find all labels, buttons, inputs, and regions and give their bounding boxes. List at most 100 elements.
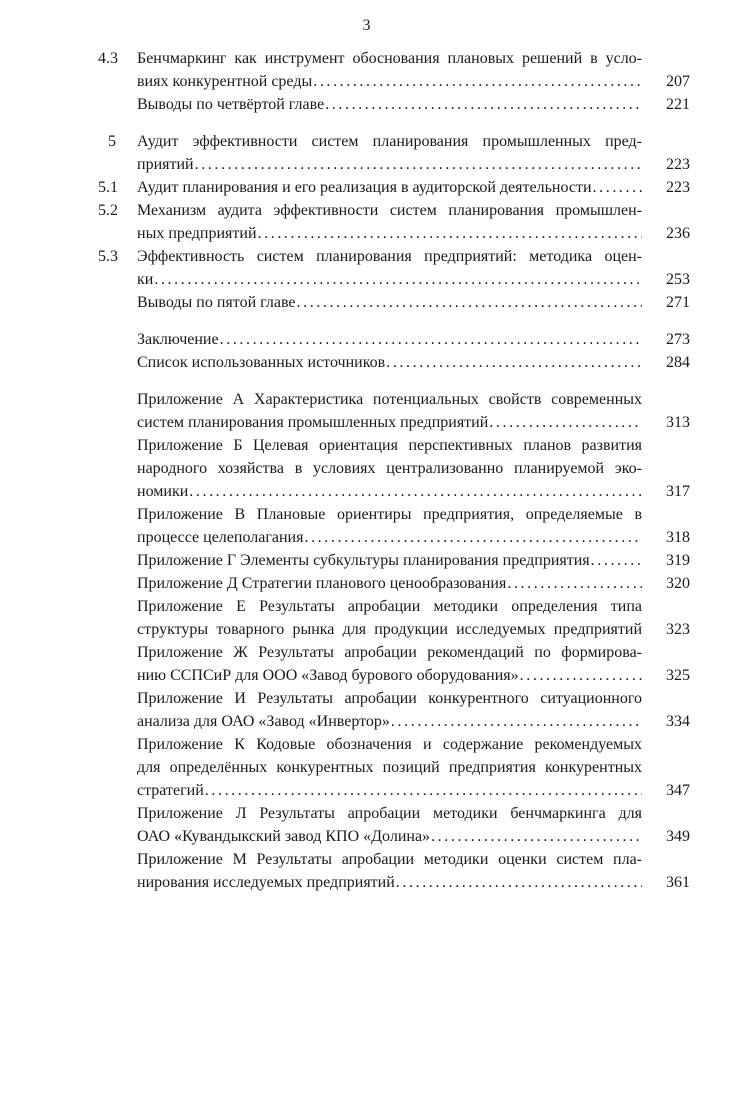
- toc-row: виях конкурентной среды 207: [98, 70, 690, 93]
- toc-row: Приложение А Характеристика потенциальны…: [98, 388, 690, 411]
- entry-number: [98, 618, 137, 641]
- entry-title: Приложение Б Целевая ориентация перспект…: [137, 437, 642, 454]
- entry-page-number: 223: [666, 156, 690, 173]
- entry-number: [98, 70, 137, 93]
- entry-title: Выводы по четвёртой главе: [137, 96, 325, 113]
- toc-row: Приложение К Кодовые обозначения и содер…: [98, 733, 690, 756]
- entry-number: [98, 388, 137, 411]
- entry-title: Приложение Г Элементы субкультуры планир…: [137, 552, 590, 569]
- entry-number: 5: [108, 133, 116, 150]
- toc-row: Выводы по пятой главе 271: [98, 291, 690, 314]
- entry-page-number: 320: [666, 575, 690, 592]
- entry-page-spacer: [642, 245, 690, 268]
- dot-leader: [205, 779, 642, 802]
- toc-row: Выводы по четвёртой главе 221: [98, 93, 690, 116]
- entry-page-number: 223: [666, 179, 690, 196]
- entry-title: для определённых конкурентных позиций пр…: [137, 759, 642, 776]
- entry-page-spacer: [642, 756, 690, 779]
- table-of-contents: 4.3 Бенчмаркинг как инструмент обосновани…: [98, 47, 690, 894]
- entry-page-number: 317: [666, 483, 690, 500]
- entry-number: [98, 153, 137, 176]
- entry-title: ОАО «Кувандыкский завод КПО «Долина»: [137, 828, 431, 845]
- entry-title: Заключение: [137, 331, 219, 348]
- entry-page-number: 349: [666, 828, 690, 845]
- entry-number: [98, 351, 137, 374]
- toc-row: стратегий 347: [98, 779, 690, 802]
- entry-title: нирования исследуемых предприятий: [137, 874, 395, 891]
- entry-page-spacer: [642, 130, 690, 153]
- entry-title: Приложение И Результаты апробации конкур…: [137, 690, 642, 707]
- entry-title: номики: [137, 483, 189, 500]
- entry-title: систем планирования промышленных предпри…: [137, 414, 489, 431]
- entry-number: [98, 871, 137, 894]
- entry-page-number: 273: [666, 331, 690, 348]
- toc-row: Заключение 273: [98, 328, 690, 351]
- entry-title: Приложение В Плановые ориентиры предприя…: [137, 506, 642, 523]
- entry-title: Приложение К Кодовые обозначения и содер…: [137, 736, 642, 753]
- entry-title: Эффективность систем планирования предпр…: [137, 248, 642, 265]
- entry-number: 5.3: [98, 248, 118, 265]
- entry-page-number: 323: [666, 621, 690, 638]
- entry-number: [98, 641, 137, 664]
- toc-row: приятий 223: [98, 153, 690, 176]
- toc-row: Приложение И Результаты апробации конкур…: [98, 687, 690, 710]
- entry-title: Список использованных источников: [137, 354, 386, 371]
- toc-row: Приложение Л Результаты апробации методи…: [98, 802, 690, 825]
- dot-leader: [258, 222, 642, 245]
- toc-row: Приложение В Плановые ориентиры предприя…: [98, 503, 690, 526]
- entry-number: [98, 291, 137, 314]
- dot-leader: [220, 328, 642, 351]
- toc-row: 5.1 Аудит планирования и его реализация в…: [98, 176, 690, 199]
- entry-number: [98, 503, 137, 526]
- entry-number: [98, 328, 137, 351]
- entry-title: анализа для ОАО «Завод «Инвертор»: [137, 713, 390, 730]
- entry-number: [98, 687, 137, 710]
- dot-leader: [391, 710, 642, 733]
- entry-title: Приложение Л Результаты апробации методи…: [137, 805, 642, 822]
- entry-number: [98, 733, 137, 756]
- entry-title: Бенчмаркинг как инструмент обоснования п…: [137, 50, 642, 67]
- toc-row: ки 253: [98, 268, 690, 291]
- entry-page-number: 236: [666, 225, 690, 242]
- entry-number: [98, 710, 137, 733]
- entry-page-spacer: [642, 47, 690, 70]
- entry-page-spacer: [642, 848, 690, 871]
- toc-row: номики 317: [98, 480, 690, 503]
- entry-number: [98, 268, 137, 291]
- page-number: 3: [362, 17, 371, 34]
- entry-page-number: 253: [666, 271, 690, 288]
- entry-number: 5.2: [98, 202, 118, 219]
- entry-title: народного хозяйства в условиях централиз…: [137, 460, 642, 477]
- toc-row: 5 Аудит эффективности систем планирования…: [98, 130, 690, 153]
- entry-number: [98, 595, 137, 618]
- toc-row: Приложение Г Элементы субкультуры планир…: [98, 549, 690, 572]
- entry-title: виях конкурентной среды: [137, 73, 313, 90]
- entry-title: нию ССПСиР для ООО «Завод бурового обору…: [137, 667, 519, 684]
- entry-number: [98, 457, 137, 480]
- entry-number: [98, 222, 137, 245]
- toc-row: Приложение Д Стратегии планового ценообр…: [98, 572, 690, 595]
- entry-number: [98, 756, 137, 779]
- toc-row: для определённых конкурентных позиций пр…: [98, 756, 690, 779]
- entry-number: 5.1: [98, 179, 118, 196]
- toc-row: нию ССПСиР для ООО «Завод бурового обору…: [98, 664, 690, 687]
- dot-leader: [313, 70, 642, 93]
- entry-number: [98, 802, 137, 825]
- entry-page-spacer: [642, 641, 690, 664]
- dot-leader: [591, 549, 642, 572]
- toc-row: анализа для ОАО «Завод «Инвертор» 334: [98, 710, 690, 733]
- entry-page-number: 284: [666, 354, 690, 371]
- dot-leader: [154, 268, 642, 291]
- entry-number: [98, 480, 137, 503]
- dot-leader: [297, 291, 642, 314]
- toc-row: 5.3 Эффективность систем планирования пре…: [98, 245, 690, 268]
- toc-row: Приложение М Результаты апробации методи…: [98, 848, 690, 871]
- entry-title: Аудит планирования и его реализация в ау…: [137, 179, 592, 196]
- toc-row: Приложение Б Целевая ориентация перспект…: [98, 434, 690, 457]
- entry-title: Приложение А Характеристика потенциальны…: [137, 391, 642, 408]
- entry-number: [98, 434, 137, 457]
- toc-row: нирования исследуемых предприятий 361: [98, 871, 690, 894]
- entry-title: процессе целеполагания: [137, 529, 304, 546]
- entry-title: приятий: [137, 156, 194, 173]
- toc-row: структуры товарного рынка для продукции …: [98, 618, 690, 641]
